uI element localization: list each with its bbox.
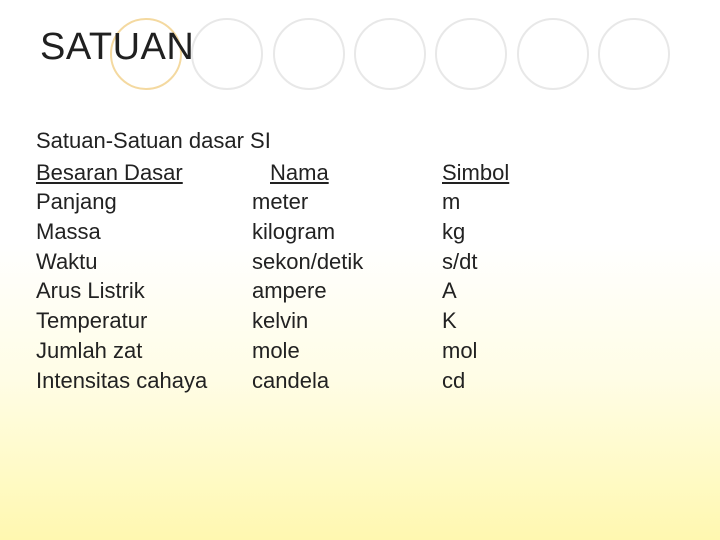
circle-icon — [598, 18, 670, 90]
header-nama: Nama — [252, 158, 442, 188]
cell-besaran: Waktu — [36, 247, 252, 277]
cell-besaran: Intensitas cahaya — [36, 366, 252, 396]
circle-icon — [435, 18, 507, 90]
cell-simbol: s/dt — [442, 247, 582, 277]
cell-simbol: mol — [442, 336, 582, 366]
circle-icon — [517, 18, 589, 90]
table-row: Waktu sekon/detik s/dt — [36, 247, 582, 277]
table-row: Intensitas cahaya candela cd — [36, 366, 582, 396]
circle-icon — [354, 18, 426, 90]
cell-besaran: Panjang — [36, 187, 252, 217]
cell-besaran: Jumlah zat — [36, 336, 252, 366]
cell-simbol: A — [442, 276, 582, 306]
subtitle: Satuan-Satuan dasar SI — [36, 126, 582, 156]
header-simbol: Simbol — [442, 158, 582, 188]
circle-icon — [191, 18, 263, 90]
content-block: Satuan-Satuan dasar SI Besaran Dasar Nam… — [36, 126, 582, 395]
circle-icon — [273, 18, 345, 90]
cell-nama: meter — [252, 187, 442, 217]
table-row: Arus Listrik ampere A — [36, 276, 582, 306]
cell-besaran: Arus Listrik — [36, 276, 252, 306]
cell-simbol: kg — [442, 217, 582, 247]
cell-besaran: Massa — [36, 217, 252, 247]
cell-nama: kelvin — [252, 306, 442, 336]
cell-nama: mole — [252, 336, 442, 366]
table-header-row: Besaran Dasar Nama Simbol — [36, 158, 582, 188]
cell-nama: sekon/detik — [252, 247, 442, 277]
cell-nama: candela — [252, 366, 442, 396]
table-row: Panjang meter m — [36, 187, 582, 217]
table-row: Massa kilogram kg — [36, 217, 582, 247]
cell-simbol: m — [442, 187, 582, 217]
cell-nama: ampere — [252, 276, 442, 306]
cell-besaran: Temperatur — [36, 306, 252, 336]
cell-simbol: K — [442, 306, 582, 336]
header-besaran: Besaran Dasar — [36, 158, 252, 188]
slide-title: SATUAN — [40, 26, 194, 69]
table-row: Temperatur kelvin K — [36, 306, 582, 336]
cell-simbol: cd — [442, 366, 582, 396]
cell-nama: kilogram — [252, 217, 442, 247]
table-row: Jumlah zat mole mol — [36, 336, 582, 366]
